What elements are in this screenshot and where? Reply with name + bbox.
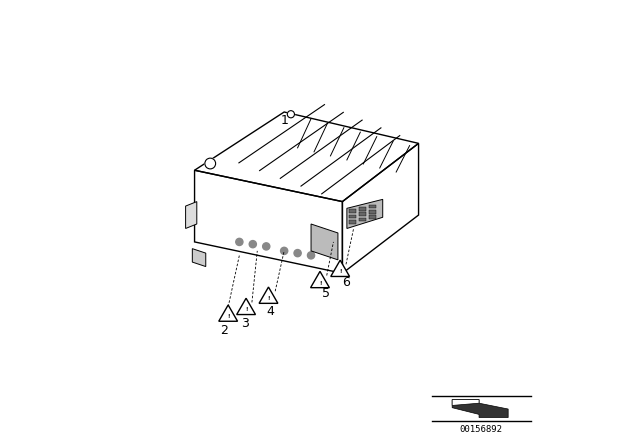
Polygon shape: [219, 305, 237, 321]
Polygon shape: [347, 199, 383, 228]
Circle shape: [249, 241, 257, 248]
Polygon shape: [310, 271, 330, 288]
Text: 3: 3: [241, 317, 249, 330]
Text: !: !: [319, 280, 321, 285]
Text: !: !: [227, 314, 229, 319]
Bar: [359, 207, 365, 211]
Circle shape: [262, 243, 270, 250]
Circle shape: [280, 247, 288, 254]
Bar: [359, 218, 365, 221]
Text: 4: 4: [267, 305, 275, 318]
Bar: [369, 205, 376, 208]
Text: !: !: [268, 296, 269, 301]
Polygon shape: [452, 400, 479, 405]
Text: 00156892: 00156892: [460, 425, 503, 434]
Circle shape: [236, 238, 243, 246]
Bar: [349, 209, 356, 213]
Text: 2: 2: [220, 324, 228, 337]
Polygon shape: [331, 260, 349, 276]
Bar: [349, 215, 356, 218]
Bar: [359, 212, 365, 216]
Bar: [369, 215, 376, 219]
Polygon shape: [259, 287, 278, 303]
Text: 6: 6: [342, 276, 350, 289]
Polygon shape: [186, 202, 197, 228]
Text: !: !: [339, 269, 341, 274]
Circle shape: [287, 111, 294, 118]
Text: !: !: [245, 307, 247, 312]
Circle shape: [307, 252, 315, 259]
Circle shape: [205, 158, 216, 169]
Circle shape: [294, 250, 301, 257]
Text: 1: 1: [280, 114, 288, 128]
Text: 5: 5: [322, 287, 330, 300]
Polygon shape: [452, 400, 508, 418]
Polygon shape: [311, 224, 338, 260]
Bar: [369, 210, 376, 214]
Polygon shape: [192, 249, 206, 267]
Bar: [349, 220, 356, 224]
Polygon shape: [237, 298, 255, 314]
